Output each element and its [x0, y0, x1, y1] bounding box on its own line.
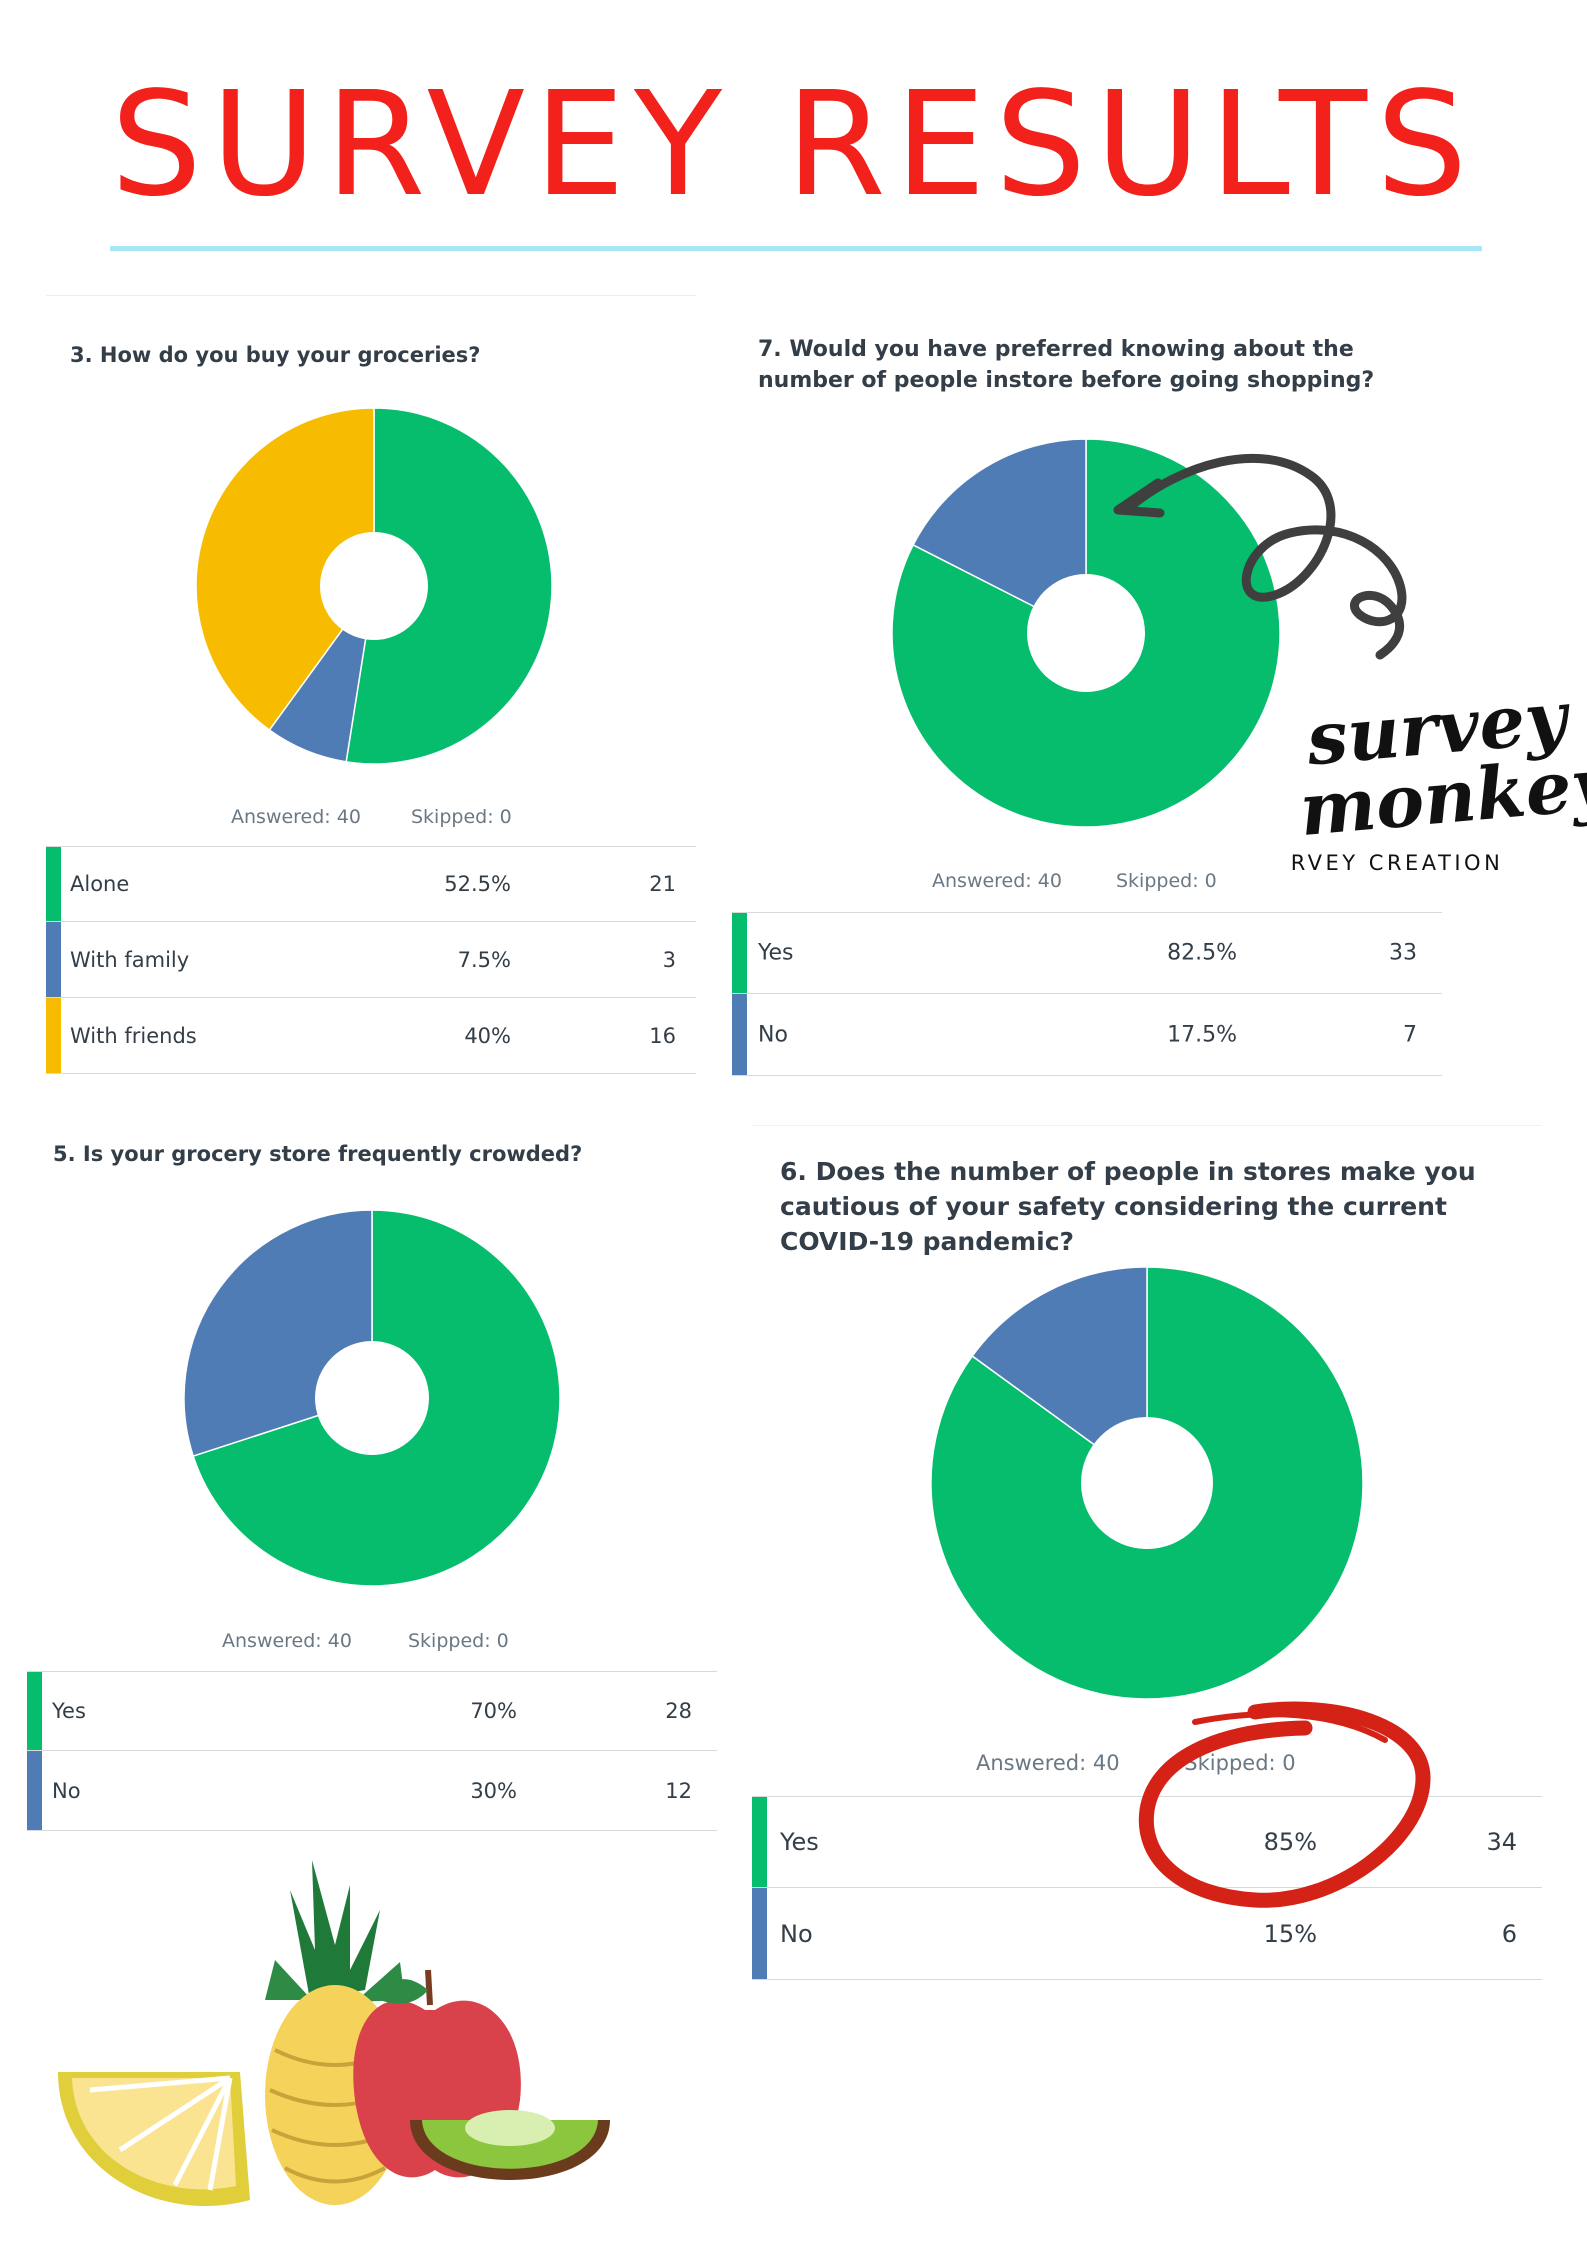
response-stats: Answered: 40 Skipped: 0: [231, 806, 512, 828]
color-swatch: [752, 1888, 767, 1979]
donut-hole: [1027, 574, 1145, 692]
response-stats: Answered: 40 Skipped: 0: [976, 1751, 1296, 1775]
row-count: 28: [665, 1699, 692, 1723]
table-row: Yes 85% 34: [752, 1796, 1542, 1888]
lemon-slice-icon: [58, 2072, 250, 2207]
answered-count: Answered: 40: [932, 870, 1062, 892]
row-count: 33: [1389, 940, 1417, 966]
row-label: No: [52, 1778, 81, 1803]
table-row: With friends 40% 16: [46, 998, 696, 1074]
color-swatch: [27, 1672, 42, 1750]
kiwi-slice-icon: [410, 2110, 610, 2180]
table-row: No 17.5% 7: [732, 994, 1442, 1076]
table-row: Yes 70% 28: [27, 1671, 717, 1751]
question-title: 7. Would you have preferred knowing abou…: [758, 337, 1375, 393]
answered-count: Answered: 40: [976, 1751, 1120, 1775]
row-count: 7: [1403, 1022, 1417, 1047]
row-label: No: [780, 1919, 813, 1948]
row-label: Yes: [758, 940, 794, 966]
response-stats: Answered: 40 Skipped: 0: [932, 870, 1217, 892]
table-row: Alone 52.5% 21: [46, 846, 696, 922]
row-count: 12: [665, 1778, 692, 1803]
answered-count: Answered: 40: [222, 1630, 352, 1652]
results-table: Yes 70% 28 No 30% 12: [27, 1671, 717, 1831]
title-divider: [110, 246, 1482, 251]
donut-chart: [930, 1266, 1364, 1700]
row-count: 16: [649, 1023, 676, 1048]
pie-slice-no: [912, 438, 1087, 635]
row-percent: 85%: [1263, 1828, 1317, 1856]
row-percent: 7.5%: [457, 947, 511, 972]
highlight-circle-icon: [1138, 1701, 1431, 1908]
pie-slice-alone: [345, 407, 553, 765]
pie-slice-yes: [891, 438, 1281, 828]
color-swatch: [46, 998, 61, 1073]
row-label: Yes: [780, 1828, 819, 1856]
row-label: No: [758, 1022, 788, 1047]
row-percent: 70%: [470, 1699, 517, 1723]
row-percent: 40%: [464, 1023, 511, 1048]
row-count: 6: [1501, 1919, 1517, 1948]
pie-slice-with-friends: [195, 407, 375, 732]
row-percent: 30%: [470, 1778, 517, 1803]
table-row: Yes 82.5% 33: [732, 912, 1442, 994]
table-row: No 30% 12: [27, 1751, 717, 1831]
row-label: Yes: [52, 1699, 86, 1723]
color-swatch: [752, 1797, 767, 1887]
row-label: Alone: [70, 872, 130, 896]
donut-chart: [183, 1209, 561, 1587]
answered-count: Answered: 40: [231, 806, 361, 828]
row-count: 34: [1486, 1828, 1517, 1856]
table-row: With family 7.5% 3: [46, 922, 696, 998]
row-percent: 17.5%: [1167, 1022, 1237, 1047]
row-count: 3: [662, 947, 676, 972]
row-label: With family: [70, 947, 190, 972]
color-swatch: [46, 847, 61, 921]
row-label: With friends: [70, 1023, 197, 1048]
donut-hole: [1081, 1417, 1213, 1549]
question-title: 5. Is your grocery store frequently crow…: [53, 1142, 583, 1166]
question-title: 3. How do you buy your groceries?: [70, 343, 481, 367]
arrow-icon: [1113, 453, 1407, 660]
row-percent: 52.5%: [444, 872, 511, 896]
row-percent: 82.5%: [1167, 940, 1237, 966]
skipped-count: Skipped: 0: [407, 1630, 509, 1652]
logo-tagline: SURVEY CREATION: [1290, 851, 1503, 875]
chart-card-q7: 7. Would you have preferred knowing abou…: [732, 300, 1442, 1080]
surveymonkey-logo: survey monkey SURVEY CREATION: [1290, 674, 1587, 875]
chart-card-q3: 3. How do you buy your groceries? Answer…: [46, 295, 696, 1076]
color-swatch: [732, 994, 747, 1075]
table-row: No 15% 6: [752, 1888, 1542, 1980]
row-count: 21: [649, 872, 676, 896]
donut-hole: [315, 1341, 429, 1455]
donut-chart: [891, 438, 1281, 828]
donut-hole: [320, 532, 428, 640]
skipped-count: Skipped: 0: [1115, 870, 1217, 892]
chart-card-q5: 5. Is your grocery store frequently crow…: [27, 1115, 717, 1835]
results-table: Yes 82.5% 33 No 17.5% 7: [732, 912, 1442, 1076]
color-swatch: [732, 913, 747, 993]
page-title: SURVEY RESULTS: [110, 60, 1477, 228]
results-table: Yes 85% 34 No 15% 6: [752, 1796, 1542, 1980]
skipped-count: Skipped: 0: [410, 806, 512, 828]
results-table: Alone 52.5% 21 With family 7.5% 3 With friends…: [46, 846, 696, 1074]
response-stats: Answered: 40 Skipped: 0: [222, 1630, 509, 1652]
row-percent: 15%: [1263, 1919, 1317, 1948]
question-title: 6. Does the number of people in stores m…: [780, 1157, 1476, 1256]
fruit-illustration: [58, 1860, 610, 2207]
donut-chart: [195, 407, 553, 765]
color-swatch: [46, 922, 61, 997]
color-swatch: [27, 1751, 42, 1830]
pie-slice-no: [971, 1266, 1148, 1485]
